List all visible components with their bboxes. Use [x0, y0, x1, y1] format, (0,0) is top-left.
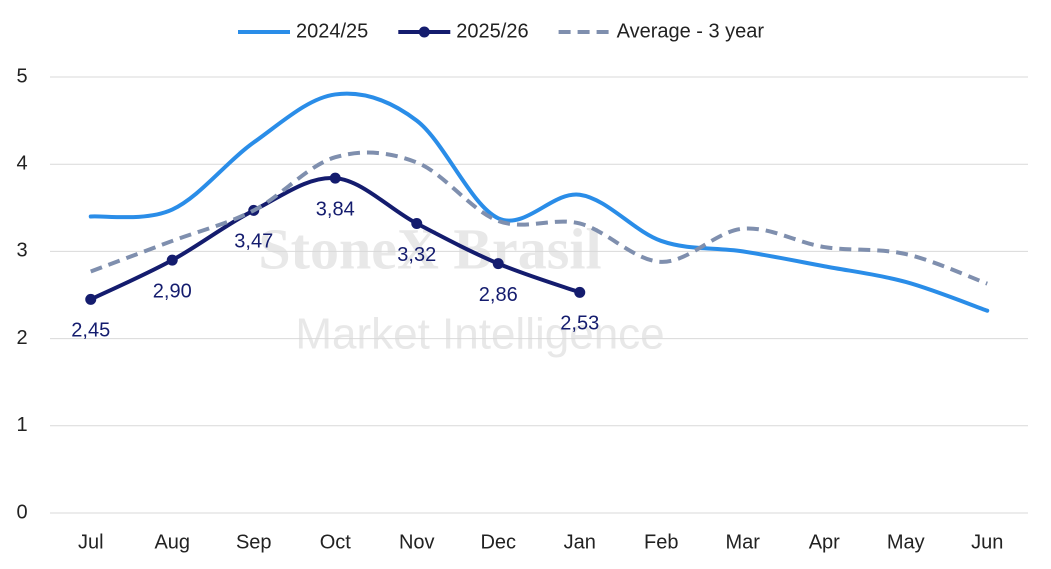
- watermark: Market Intelligence: [295, 310, 664, 359]
- y-tick-label: 0: [16, 501, 27, 523]
- data-label: 2,86: [479, 284, 518, 306]
- y-tick-label: 3: [16, 240, 27, 262]
- x-tick-label: Dec: [480, 531, 516, 553]
- x-tick-label: Oct: [320, 531, 352, 553]
- y-tick-label: 1: [16, 414, 27, 436]
- line: [88, 91, 990, 313]
- marker: [492, 258, 504, 270]
- data-label: 2,53: [560, 313, 599, 335]
- line: [90, 150, 988, 286]
- y-tick-label: 4: [16, 152, 27, 174]
- x-tick-label: Mar: [726, 531, 761, 553]
- x-tick-label: Jul: [78, 531, 104, 553]
- x-tick-label: May: [887, 531, 925, 553]
- watermark: StoneX Brasil: [258, 216, 601, 281]
- y-tick-label: 2: [16, 327, 27, 349]
- legend-label: 2024/25: [296, 20, 368, 42]
- marker: [329, 172, 341, 184]
- marker: [411, 217, 423, 229]
- legend-label: Average - 3 year: [617, 20, 765, 42]
- marker: [166, 254, 178, 266]
- legend-label: 2025/26: [456, 20, 528, 42]
- marker: [85, 293, 97, 305]
- legend-marker: [418, 26, 430, 38]
- x-tick-label: Apr: [809, 531, 840, 553]
- data-label: 3,84: [316, 198, 355, 220]
- x-tick-label: Nov: [399, 531, 435, 553]
- data-label: 2,45: [71, 320, 110, 342]
- x-tick-label: Jun: [971, 531, 1003, 553]
- y-tick-label: 5: [16, 65, 27, 87]
- marker: [574, 286, 586, 298]
- x-tick-label: Aug: [154, 531, 190, 553]
- data-label: 3,47: [234, 231, 273, 253]
- x-tick-label: Sep: [236, 531, 272, 553]
- data-label: 3,32: [397, 244, 436, 266]
- data-label: 2,90: [153, 280, 192, 302]
- x-tick-label: Feb: [644, 531, 678, 553]
- x-tick-label: Jan: [564, 531, 596, 553]
